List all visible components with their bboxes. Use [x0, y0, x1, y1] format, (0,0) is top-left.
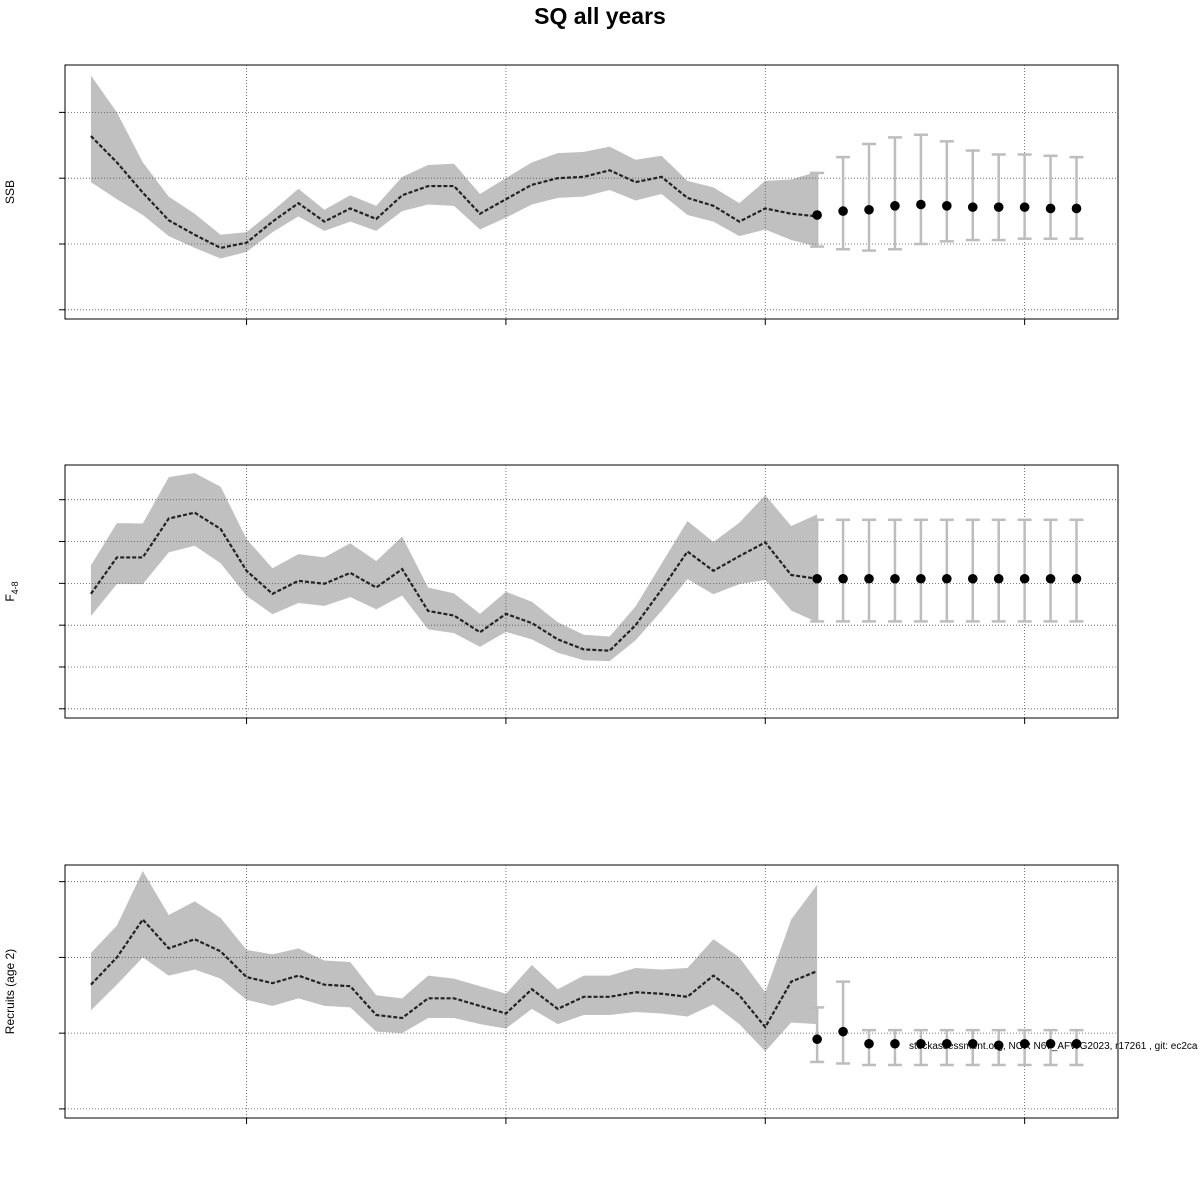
forecast-point: [916, 573, 926, 584]
plot-frame: [64, 464, 1119, 719]
forecast-point: [993, 202, 1004, 212]
forecast-point: [812, 210, 822, 220]
estimate-line: [90, 511, 818, 652]
y-axis-label: Recruits (age 2): [3, 949, 17, 1034]
y-axis-label: F4-8: [3, 581, 20, 601]
forecast-point: [812, 573, 822, 584]
estimate-line: [90, 917, 818, 1030]
forecast-point: [916, 199, 926, 210]
footer-text: stockassessment.org, NOR N67_AFWG2023, r…: [909, 1041, 1198, 1052]
forecast-point: [1019, 1038, 1030, 1049]
forecast-point: [967, 573, 978, 584]
forecast-point: [864, 204, 874, 215]
forecast-point: [1045, 1038, 1056, 1049]
forecast-point: [942, 1038, 952, 1049]
forecast-point: [838, 573, 848, 584]
chart-title: SQ all years: [534, 3, 666, 29]
forecast-point: [890, 573, 900, 584]
forecast-point: [1071, 203, 1082, 214]
forecast-point: [864, 573, 874, 584]
chart-panel-ssb: SSB: [3, 64, 1119, 325]
forecast-point: [967, 202, 978, 212]
forecast-point: [1019, 202, 1030, 212]
forecast-point: [812, 1034, 822, 1045]
panels: SSB F4-8 Recruits (age 2): [3, 64, 1119, 1124]
forecast-point: [942, 573, 952, 584]
forecast-point: [864, 1038, 874, 1049]
forecast-point: [838, 206, 848, 216]
confidence-band: [90, 871, 818, 1052]
confidence-band: [90, 472, 818, 662]
forecast-point: [993, 573, 1004, 584]
chart-panel-fbar: F4-8: [3, 464, 1119, 724]
forecast-point: [993, 1040, 1004, 1051]
estimate-line: [90, 135, 818, 250]
forecast-point: [942, 201, 952, 211]
plot-frame: [64, 64, 1119, 320]
confidence-band: [90, 75, 818, 259]
forecast-point: [1071, 1038, 1082, 1049]
forecast-point: [890, 1038, 900, 1049]
forecast-point: [967, 1038, 978, 1049]
forecast-point: [1045, 573, 1056, 584]
chart-panel-recruits: Recruits (age 2): [3, 864, 1119, 1124]
forecast-point: [890, 201, 900, 211]
forecast-point: [838, 1026, 848, 1037]
plot-frame: [64, 864, 1119, 1119]
forecast-point: [1045, 203, 1056, 214]
forecast-point: [916, 1038, 926, 1049]
forecast-point: [1071, 573, 1082, 584]
y-axis-label: SSB: [3, 180, 17, 204]
forecast-point: [1019, 573, 1030, 584]
